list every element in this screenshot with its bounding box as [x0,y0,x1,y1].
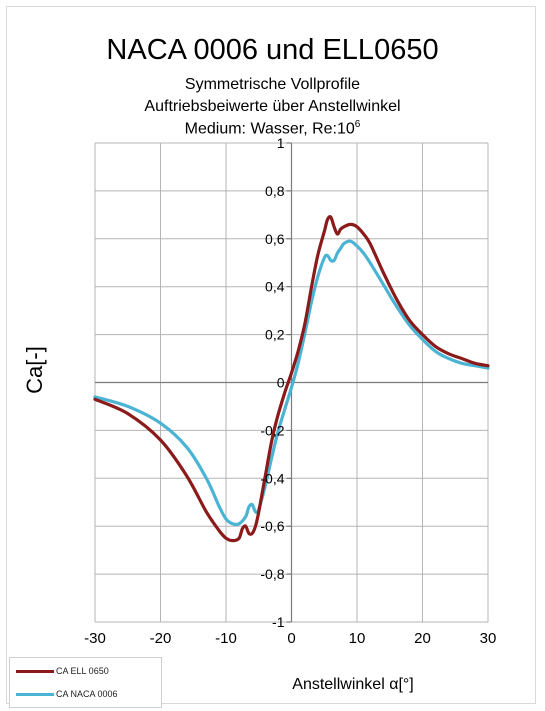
x-tick-label: 30 [480,630,497,647]
chart-subtitle-medium: Medium: Wasser, Re:106 [0,119,545,138]
y-tick-label: 0,8 [265,183,285,199]
legend-swatch-naca0006 [16,693,54,697]
x-tick-label: -10 [215,630,237,647]
x-axis-label: Anstellwinkel α[°] [292,676,413,693]
y-tick-label: 1 [277,135,285,151]
y-axis-label: Ca[-] [22,346,47,394]
y-tick-label: 0,6 [265,231,285,247]
x-tick-label: -20 [150,630,172,647]
legend-item-naca0006: CA NACA 0006 [16,687,118,701]
chart-subtitle-1: Symmetrische Vollprofile [184,76,361,93]
chart-frame [6,6,536,704]
y-tick-label: 0,2 [265,327,285,343]
chart-legend: CA ELL 0650 CA NACA 0006 [9,657,162,708]
x-tick-label: -30 [84,630,106,647]
legend-label-naca0006: CA NACA 0006 [56,689,118,699]
chart-series [93,215,490,543]
chart-subtitle-exponent: 6 [354,119,361,130]
y-tick-label: 0,4 [265,279,285,295]
x-tick-label: 20 [414,630,431,647]
y-tick-label: -1 [272,614,285,630]
chart-tick-labels: -30 -20 -10 0 10 20 30 1 0,8 0,6 0,4 0,2 0 -0,2 -0,4 -0… [84,135,496,647]
series-line-naca0006 [93,239,490,527]
chart-title: NACA 0006 und ELL0650 [106,34,439,66]
legend-label-ell0650: CA ELL 0650 [56,666,109,676]
x-tick-label: 0 [287,630,295,647]
y-tick-label: 0 [277,375,285,391]
legend-item-ell0650: CA ELL 0650 [16,664,109,678]
chart-subtitle-2: Auftriebsbeiwerte über Anstellwinkel [144,98,401,115]
y-tick-label: -0,2 [260,422,284,438]
series-line-ell0650 [93,215,490,543]
x-tick-label: 10 [349,630,366,647]
chart-subtitle-medium-text: Medium: Wasser, Re:10 [184,120,355,138]
y-tick-label: -0,8 [260,566,284,582]
y-tick-label: -0,6 [260,518,284,534]
y-tick-label: -0,4 [260,470,284,486]
legend-swatch-ell0650 [16,670,54,674]
